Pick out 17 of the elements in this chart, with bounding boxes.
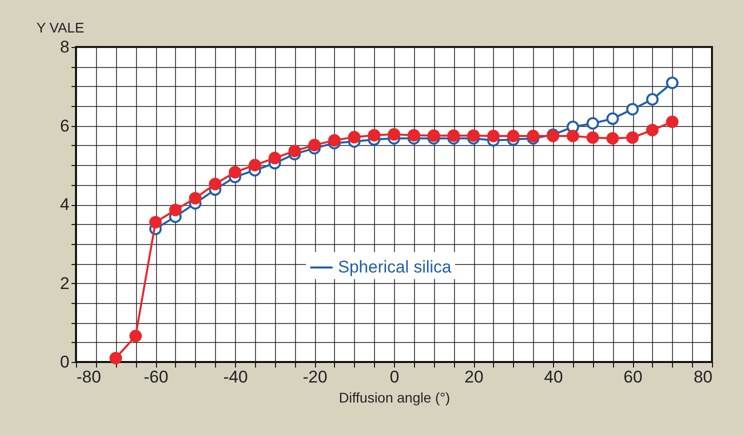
y-axis-title: Y VALE [36,20,84,36]
x-tick-label: 0 [390,368,400,386]
x-tick-label: -20 [302,368,328,386]
x-tick-label: 20 [464,368,484,386]
y-tick-label: 0 [60,352,70,372]
y-tick-label: 2 [60,274,70,293]
x-tick-label: -80 [76,368,102,386]
x-tick-label: 40 [544,368,563,386]
x-tick-label: 80 [694,368,712,386]
x-tick-label: -40 [223,368,248,386]
x-tick-label: 60 [624,368,642,386]
y-tick-label: 4 [60,195,70,214]
x-axis-title: Diffusion angle (°) [338,390,450,406]
legend-label: Spherical silica [338,258,452,276]
y-tick-label: 8 [60,38,70,56]
y-tick-label: 6 [60,116,70,136]
x-tick-label: -60 [144,368,168,386]
